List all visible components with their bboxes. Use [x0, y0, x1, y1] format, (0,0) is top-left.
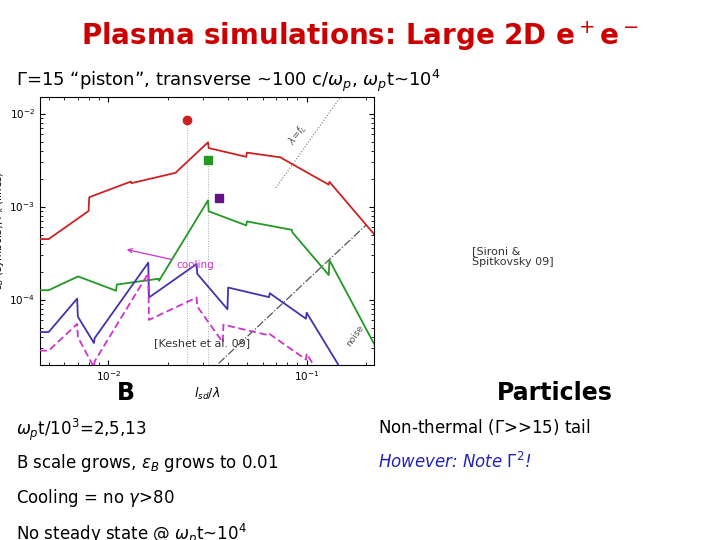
Text: noise: noise [344, 323, 365, 348]
Text: B scale grows, $\varepsilon_B$ grows to 0.01: B scale grows, $\varepsilon_B$ grows to … [16, 452, 279, 474]
Text: However: Note $\Gamma^2$!: However: Note $\Gamma^2$! [378, 452, 531, 472]
Text: B: B [117, 381, 135, 404]
Text: Particles: Particles [497, 381, 612, 404]
Text: $\lambda$=$f_L$: $\lambda$=$f_L$ [285, 121, 310, 147]
Text: Non-thermal ($\Gamma$>>15) tail: Non-thermal ($\Gamma$>>15) tail [378, 417, 590, 437]
Text: [Keshet et al. 09]: [Keshet et al. 09] [154, 338, 250, 348]
Text: $\omega_p$t/10$^3$=2,5,13: $\omega_p$t/10$^3$=2,5,13 [16, 417, 146, 443]
Text: Plasma simulations: Large 2D e$^+$e$^-$: Plasma simulations: Large 2D e$^+$e$^-$ [81, 19, 639, 53]
Text: [Sironi &
Spitkovsky 09]: [Sironi & Spitkovsky 09] [472, 246, 553, 267]
Text: cooling: cooling [128, 249, 214, 269]
Text: No steady state @ $\omega_p$t~10$^4$: No steady state @ $\omega_p$t~10$^4$ [16, 522, 246, 540]
Y-axis label: $\varepsilon_B$ (symbols), $P_k$ (lines): $\varepsilon_B$ (symbols), $P_k$ (lines) [0, 171, 6, 291]
Text: $\Gamma$=15 “piston”, transverse ~100 c/$\omega_p$, $\omega_p$t~10$^4$: $\Gamma$=15 “piston”, transverse ~100 c/… [16, 68, 441, 94]
Text: Cooling = no $\gamma$>80: Cooling = no $\gamma$>80 [16, 487, 174, 509]
X-axis label: $l_{sd}/\lambda$: $l_{sd}/\lambda$ [194, 386, 220, 402]
